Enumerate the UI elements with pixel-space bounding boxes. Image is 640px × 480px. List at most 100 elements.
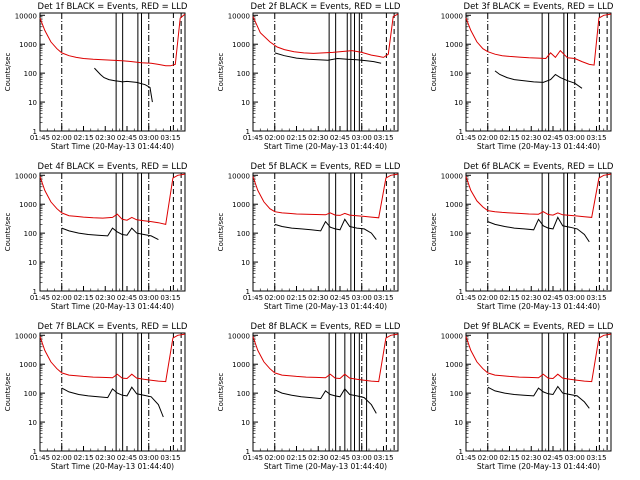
- lld-series-line: [252, 173, 399, 219]
- x-tick-label: 02:30: [521, 454, 541, 462]
- x-tick-label: 03:00: [139, 454, 159, 462]
- y-tick-label: 10000: [15, 12, 37, 20]
- y-axis-label: Counts/sec: [430, 213, 438, 252]
- y-tick-label: 100: [450, 70, 463, 78]
- x-tick-label: 02:15: [286, 294, 306, 302]
- y-axis-label: Counts/sec: [430, 53, 438, 92]
- y-tick-label: 10: [454, 419, 463, 427]
- x-tick-label: 02:15: [286, 134, 306, 142]
- x-tick-label: 02:30: [521, 134, 541, 142]
- x-tick-label: 02:30: [95, 294, 115, 302]
- y-tick-label: 10: [454, 99, 463, 107]
- lld-series-line: [39, 333, 186, 383]
- y-tick-label: 10000: [15, 172, 37, 180]
- lld-series-line: [465, 333, 612, 383]
- y-tick-label: 10000: [228, 172, 250, 180]
- y-tick-label: 1: [33, 448, 37, 456]
- y-tick-label: 100: [450, 230, 463, 238]
- y-tick-label: 1: [459, 288, 463, 296]
- x-tick-label: 01:45: [243, 454, 263, 462]
- y-tick-label: 1: [246, 128, 250, 136]
- x-tick-label: 03:00: [565, 294, 585, 302]
- x-tick-label: 02:30: [308, 454, 328, 462]
- x-tick-label: 02:45: [543, 454, 563, 462]
- x-tick-label: 02:15: [73, 134, 93, 142]
- y-tick-label: 10000: [15, 332, 37, 340]
- y-tick-label: 100: [24, 230, 37, 238]
- x-tick-label: 03:00: [352, 134, 372, 142]
- x-tick-label: 03:15: [586, 454, 606, 462]
- y-tick-label: 100: [237, 70, 250, 78]
- y-axis-label: Counts/sec: [4, 53, 12, 92]
- y-tick-label: 10000: [441, 12, 463, 20]
- x-tick-label: 02:45: [330, 294, 350, 302]
- y-axis-label: Counts/sec: [217, 373, 225, 412]
- events-series-line: [494, 70, 583, 89]
- x-axis-label: Start Time (20-May-13 01:44:40): [264, 302, 387, 311]
- x-tick-label: 02:00: [52, 294, 72, 302]
- chart-title: Det 5f BLACK = Events, RED = LLD: [251, 162, 401, 172]
- chart-title: Det 7f BLACK = Events, RED = LLD: [38, 322, 188, 332]
- x-tick-label: 02:45: [117, 454, 137, 462]
- x-axis-label: Start Time (20-May-13 01:44:40): [51, 142, 174, 151]
- y-tick-label: 10: [241, 259, 250, 267]
- chart-panel-5: Det 5f BLACK = Events, RED = LLD 1 10 100 10…: [217, 162, 401, 311]
- y-tick-label: 1: [33, 288, 37, 296]
- x-tick-label: 02:30: [95, 454, 115, 462]
- x-tick-label: 03:00: [565, 454, 585, 462]
- x-tick-label: 03:00: [139, 134, 159, 142]
- y-tick-label: 10: [454, 259, 463, 267]
- chart-panel-9: Det 9f BLACK = Events, RED = LLD 1 10 100 10…: [430, 322, 614, 471]
- y-tick-label: 100: [24, 390, 37, 398]
- events-series-line: [274, 52, 382, 64]
- y-tick-label: 10000: [228, 12, 250, 20]
- x-tick-label: 03:15: [160, 454, 180, 462]
- events-series-line: [94, 67, 153, 103]
- x-tick-label: 01:45: [456, 454, 476, 462]
- x-axis-label: Start Time (20-May-13 01:44:40): [477, 142, 600, 151]
- lld-series-line: [252, 13, 399, 58]
- y-tick-label: 1000: [19, 361, 37, 369]
- lld-series-line: [39, 173, 186, 226]
- y-axis-label: Counts/sec: [217, 213, 225, 252]
- x-axis-label: Start Time (20-May-13 01:44:40): [264, 142, 387, 151]
- y-axis-label: Counts/sec: [430, 373, 438, 412]
- chart-panel-3: Det 3f BLACK = Events, RED = LLD 1 10 100 10…: [430, 2, 614, 151]
- chart-panel-6: Det 6f BLACK = Events, RED = LLD 1 10 100 10…: [430, 162, 614, 311]
- events-series-line: [487, 385, 590, 409]
- x-tick-label: 03:00: [352, 454, 372, 462]
- events-series-line: [274, 218, 377, 240]
- chart-title: Det 2f BLACK = Events, RED = LLD: [251, 2, 401, 12]
- x-tick-label: 02:45: [330, 134, 350, 142]
- y-tick-label: 1: [459, 448, 463, 456]
- x-tick-label: 01:45: [456, 294, 476, 302]
- x-axis-label: Start Time (20-May-13 01:44:40): [51, 302, 174, 311]
- y-tick-label: 1000: [445, 361, 463, 369]
- events-series-line: [487, 216, 590, 243]
- x-tick-label: 02:00: [265, 134, 285, 142]
- x-tick-label: 02:00: [478, 134, 498, 142]
- x-tick-label: 02:15: [286, 454, 306, 462]
- chart-title: Det 3f BLACK = Events, RED = LLD: [464, 2, 614, 12]
- x-tick-label: 02:30: [521, 294, 541, 302]
- x-tick-label: 03:15: [373, 454, 393, 462]
- x-tick-label: 02:45: [543, 294, 563, 302]
- y-tick-label: 100: [237, 230, 250, 238]
- y-tick-label: 10: [28, 99, 37, 107]
- x-tick-label: 02:00: [52, 134, 72, 142]
- y-tick-label: 1: [33, 128, 37, 136]
- y-axis-label: Counts/sec: [217, 53, 225, 92]
- y-tick-label: 100: [24, 70, 37, 78]
- x-tick-label: 01:45: [30, 294, 50, 302]
- x-tick-label: 03:15: [373, 134, 393, 142]
- x-tick-label: 02:00: [52, 454, 72, 462]
- y-tick-label: 10000: [441, 172, 463, 180]
- x-tick-label: 02:00: [265, 294, 285, 302]
- y-tick-label: 1000: [232, 361, 250, 369]
- x-axis-label: Start Time (20-May-13 01:44:40): [51, 462, 174, 471]
- events-series-line: [61, 386, 164, 418]
- y-tick-label: 10: [241, 419, 250, 427]
- chart-panel-7: Det 7f BLACK = Events, RED = LLD 1 10 100 10…: [4, 322, 188, 471]
- x-tick-label: 03:00: [565, 134, 585, 142]
